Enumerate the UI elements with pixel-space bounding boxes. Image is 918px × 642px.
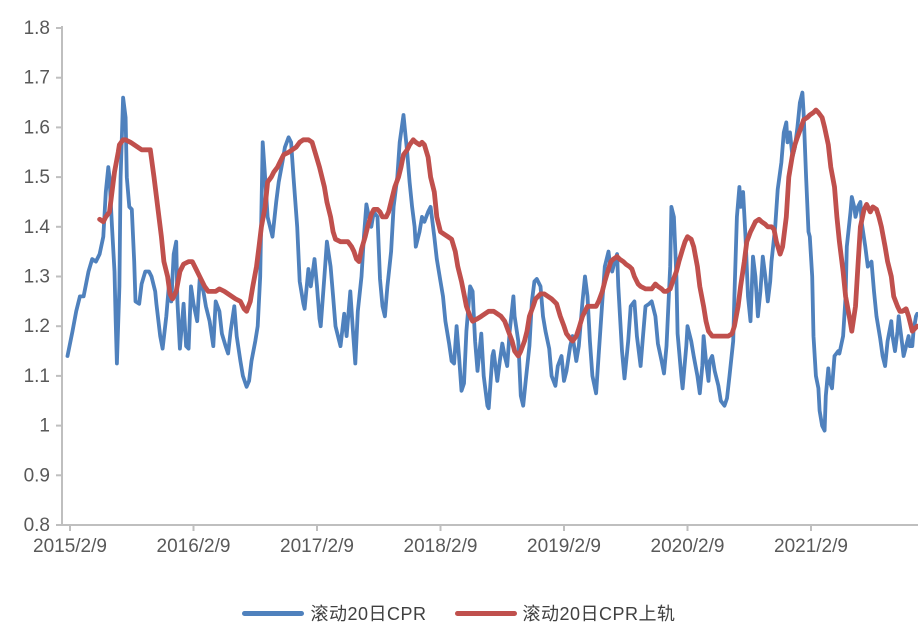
y-tick-label: 1.7	[24, 68, 50, 89]
x-tick-label: 2021/2/9	[774, 536, 848, 557]
x-tick-label: 2019/2/9	[527, 536, 601, 557]
y-tick-label: 1.1	[24, 366, 50, 387]
x-tick-label: 2020/2/9	[651, 536, 725, 557]
legend-label-cpr: 滚动20日CPR	[310, 604, 427, 624]
legend-item-cpr-upper: 滚动20日CPR上轨	[454, 600, 676, 626]
y-tick-label: 1.8	[24, 18, 50, 39]
y-tick-label: 1.5	[24, 167, 50, 188]
y-tick-label: 0.9	[24, 465, 50, 486]
y-tick-label: 1	[39, 416, 50, 437]
legend: 滚动20日CPR 滚动20日CPR上轨	[0, 600, 918, 626]
x-tick-label: 2017/2/9	[280, 536, 354, 557]
legend-line-swatch-blue	[242, 610, 305, 616]
y-tick-label: 1.4	[24, 217, 51, 238]
y-tick-label: 1.6	[24, 117, 50, 138]
y-tick-label: 1.2	[24, 316, 50, 337]
series-line-cpr-upper	[97, 107, 918, 359]
x-tick-label: 2015/2/9	[33, 536, 107, 557]
legend-line-swatch-red	[454, 610, 517, 616]
legend-label-cpr-upper: 滚动20日CPR上轨	[522, 604, 676, 624]
y-tick-label: 1.3	[24, 267, 50, 288]
x-tick-label: 2016/2/9	[157, 536, 231, 557]
x-tick-label: 2018/2/9	[404, 536, 478, 557]
y-tick-label: 0.8	[24, 515, 50, 536]
legend-item-cpr: 滚动20日CPR	[242, 600, 426, 626]
